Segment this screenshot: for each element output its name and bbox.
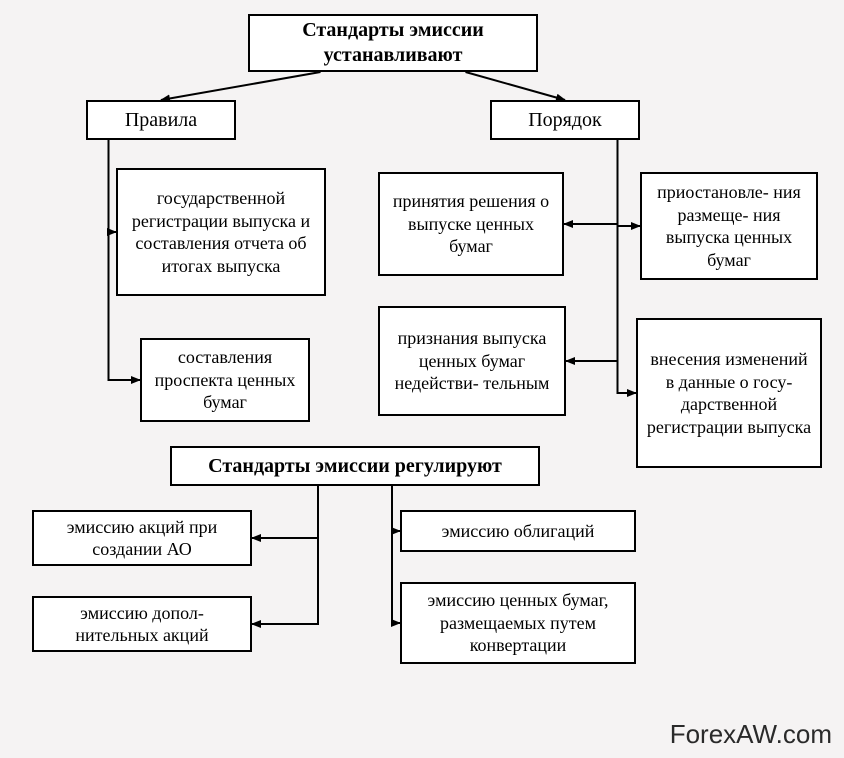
flowchart-node-rules: Правила (86, 100, 236, 140)
flowchart-edge (392, 486, 400, 531)
flowchart-node-b_suspend: приостановле- ния размеще- ния выпуска ц… (640, 172, 818, 280)
flowchart-edge (252, 486, 318, 624)
flowchart-edge (566, 140, 618, 361)
flowchart-node-b_changes: внесения изменений в данные о госу- дарс… (636, 318, 822, 468)
flowchart-node-b_em_convert: эмиссию ценных бумаг, размещаемых путем … (400, 582, 636, 664)
flowchart-node-b_prospect: составления проспекта ценных бумаг (140, 338, 310, 422)
flowchart-node-b_decision: принятия решения о выпуске ценных бумаг (378, 172, 564, 276)
flowchart-node-b_em_bonds: эмиссию облигаций (400, 510, 636, 552)
flowchart-node-b_gosreg: государственной регистрации выпуска и со… (116, 168, 326, 296)
flowchart-node-order: Порядок (490, 100, 640, 140)
flowchart-edge (618, 140, 637, 393)
watermark-text: ForexAW.com (670, 719, 832, 750)
flowchart-node-b_invalid: признания выпуска ценных бумаг недействи… (378, 306, 566, 416)
flowchart-node-b_em_stock: эмиссию акций при создании АО (32, 510, 252, 566)
flowchart-node-b_em_addl: эмиссию допол- нительных акций (32, 596, 252, 652)
flowchart-edge (252, 486, 318, 538)
flowchart-edge (618, 140, 641, 226)
flowchart-node-title1: Стандарты эмиссии устанавливают (248, 14, 538, 72)
flowchart-edge (392, 486, 400, 623)
flowchart-edge (466, 72, 566, 100)
flowchart-node-title2: Стандарты эмиссии регулируют (170, 446, 540, 486)
flowchart-edge (161, 72, 321, 100)
flowchart-edge (109, 140, 117, 232)
flowchart-edge (564, 140, 618, 224)
